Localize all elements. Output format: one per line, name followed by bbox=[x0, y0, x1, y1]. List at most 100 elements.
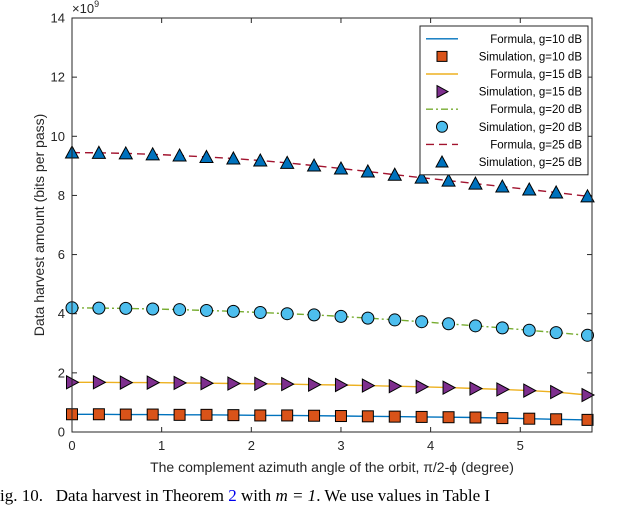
y-tick-label-2: 4 bbox=[58, 306, 65, 321]
y-tick-label-5: 10 bbox=[51, 129, 65, 144]
series-3-point-12 bbox=[388, 378, 403, 394]
series-3-point-6 bbox=[227, 376, 241, 391]
series-3-point-19 bbox=[581, 387, 596, 403]
x-tick-label-2: 2 bbox=[248, 438, 255, 453]
series-1-point-12 bbox=[388, 410, 401, 423]
series-7-point-8 bbox=[279, 155, 295, 169]
series-5 bbox=[65, 301, 595, 342]
series-1-point-1 bbox=[92, 408, 105, 421]
series-7-point-10 bbox=[333, 160, 349, 175]
series-3-point-1 bbox=[92, 374, 107, 390]
series-3-point-16 bbox=[496, 382, 510, 397]
series-1-point-4 bbox=[173, 408, 186, 421]
series-7-point-19 bbox=[580, 188, 595, 203]
x-tick-label-3: 3 bbox=[337, 438, 344, 453]
series-7-point-15 bbox=[468, 176, 483, 190]
series-1-point-7 bbox=[254, 409, 267, 422]
y-axis-label: Data harvest amount (bits per pass) bbox=[31, 114, 47, 337]
series-7-point-12 bbox=[387, 167, 403, 181]
series-5-point-1 bbox=[92, 301, 106, 315]
legend-label-2: Formula, g=15 dB bbox=[490, 69, 582, 81]
series-5-point-2 bbox=[119, 301, 133, 315]
series-1-point-9 bbox=[308, 409, 321, 422]
caption-math: m = 1 bbox=[275, 486, 317, 505]
series-7-point-6 bbox=[226, 150, 241, 165]
axes-frame bbox=[71, 17, 593, 433]
caption-text: Data harvest in Theorem bbox=[55, 486, 224, 505]
series-5-point-6 bbox=[226, 304, 240, 318]
series-3-point-4 bbox=[173, 375, 188, 391]
caption-prefix: ig. 10. bbox=[0, 486, 43, 505]
series-3-point-14 bbox=[442, 380, 457, 395]
series-7-point-16 bbox=[495, 179, 510, 193]
series-3-point-18 bbox=[550, 384, 564, 400]
series-5-point-9 bbox=[307, 308, 321, 322]
series-5-point-18 bbox=[549, 326, 563, 340]
series-1-point-16 bbox=[496, 412, 509, 425]
series-7-point-9 bbox=[306, 158, 322, 172]
series-7-point-17 bbox=[521, 181, 537, 196]
axes-box bbox=[71, 17, 593, 433]
series-1-point-19 bbox=[581, 413, 594, 426]
series-3-point-5 bbox=[200, 375, 215, 391]
series-1-point-15 bbox=[469, 411, 482, 424]
legend-marker-7 bbox=[435, 154, 449, 168]
x-tick-label-5: 5 bbox=[517, 438, 524, 453]
series-5-point-13 bbox=[415, 315, 429, 329]
series-7-point-7 bbox=[252, 152, 268, 167]
series-1-point-6 bbox=[227, 409, 240, 422]
series-3-point-8 bbox=[281, 376, 295, 392]
series-1-point-10 bbox=[334, 410, 347, 423]
series-5-point-14 bbox=[442, 317, 456, 331]
series-5-point-8 bbox=[280, 307, 294, 321]
series-7-point-14 bbox=[441, 173, 456, 187]
series-1-point-2 bbox=[119, 408, 132, 421]
series-7-point-2 bbox=[118, 145, 134, 160]
x-tick-label-0: 0 bbox=[68, 438, 75, 453]
series-1-point-3 bbox=[146, 408, 159, 421]
legend-label-5: Simulation, g=20 dB bbox=[479, 122, 583, 134]
series-6 bbox=[71, 151, 588, 197]
caption-text-end: . We use values in Table I bbox=[316, 486, 491, 505]
series-7-point-4 bbox=[172, 147, 187, 162]
series-5-point-7 bbox=[253, 306, 267, 320]
series-7-point-3 bbox=[145, 146, 161, 161]
series-3-point-9 bbox=[308, 377, 322, 393]
series-5-point-15 bbox=[468, 319, 482, 333]
legend-label-0: Formula, g=10 dB bbox=[490, 34, 582, 46]
series-3-point-15 bbox=[469, 381, 483, 396]
series-1-point-8 bbox=[281, 409, 294, 422]
legend-label-1: Simulation, g=10 dB bbox=[479, 51, 583, 63]
series-1-point-17 bbox=[523, 412, 536, 425]
legend-label-4: Formula, g=20 dB bbox=[490, 104, 582, 116]
series-5-point-19 bbox=[581, 328, 595, 342]
theorem-ref-link[interactable]: 2 bbox=[228, 486, 237, 505]
series-7-point-18 bbox=[548, 184, 564, 199]
y-tick-label-4: 8 bbox=[58, 188, 65, 203]
series-7-point-13 bbox=[414, 170, 429, 184]
legend-label-7: Simulation, g=25 dB bbox=[479, 157, 583, 169]
series-3-point-10 bbox=[334, 377, 349, 393]
legend-label-3: Simulation, g=15 dB bbox=[479, 87, 583, 99]
series-5-point-17 bbox=[522, 323, 536, 337]
series-5-point-10 bbox=[334, 309, 348, 323]
x-tick-label-1: 1 bbox=[158, 438, 165, 453]
series-5-point-3 bbox=[146, 302, 160, 316]
series-3-point-11 bbox=[361, 378, 376, 393]
series-3-point-13 bbox=[415, 379, 430, 395]
x-axis-label: The complement azimuth angle of the orbi… bbox=[150, 459, 514, 475]
legend: Formula, g=10 dB Simulation, g=10 dB Formu… bbox=[419, 25, 589, 176]
y-exponent-label: ×109 bbox=[72, 0, 99, 16]
y-tick-label-7: 14 bbox=[51, 11, 65, 26]
series-1-point-5 bbox=[200, 408, 213, 421]
series-line-6 bbox=[71, 151, 588, 197]
legend-marker-1 bbox=[436, 50, 448, 62]
series-5-point-11 bbox=[361, 311, 375, 325]
y-tick-label-3: 6 bbox=[58, 247, 65, 262]
legend-marker-3 bbox=[436, 84, 450, 99]
series-5-point-5 bbox=[199, 303, 213, 317]
legend-marker-5 bbox=[436, 120, 448, 133]
series-1-point-14 bbox=[442, 411, 455, 424]
series-1-point-18 bbox=[550, 413, 563, 426]
